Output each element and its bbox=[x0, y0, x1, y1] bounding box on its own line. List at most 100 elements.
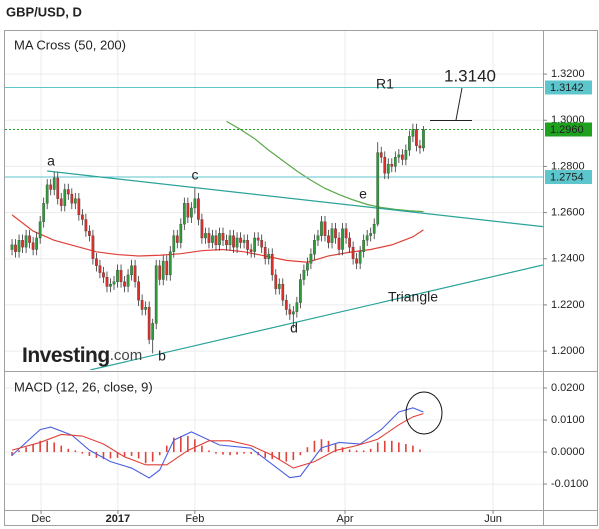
histogram-bar bbox=[208, 450, 210, 453]
candle-body bbox=[330, 228, 334, 243]
highlight-circle bbox=[405, 391, 443, 435]
candle-body bbox=[306, 263, 309, 271]
watermark: Investing.com bbox=[22, 344, 142, 367]
histogram-bar bbox=[229, 452, 231, 456]
histogram-bar bbox=[348, 449, 351, 453]
candle-body bbox=[10, 244, 14, 250]
candle-body bbox=[365, 235, 369, 241]
candle-body bbox=[123, 281, 126, 287]
histogram-bar bbox=[11, 452, 13, 456]
candle-body bbox=[211, 235, 214, 243]
candle-body bbox=[81, 214, 84, 220]
histogram-bar bbox=[194, 439, 196, 453]
candle-body bbox=[151, 323, 155, 340]
candle-body bbox=[274, 274, 278, 289]
histogram-bar bbox=[405, 444, 407, 453]
histogram-bar bbox=[215, 452, 217, 454]
candle-body bbox=[239, 237, 242, 243]
candle-body bbox=[88, 230, 91, 236]
histogram-bar bbox=[102, 452, 105, 460]
candle-body bbox=[228, 235, 232, 246]
histogram-bar bbox=[369, 448, 372, 453]
callout-label: 1.3140 bbox=[444, 66, 496, 85]
histogram-bar bbox=[278, 452, 281, 461]
candle-body bbox=[291, 311, 295, 315]
histogram-bar bbox=[165, 445, 168, 453]
candle-body bbox=[24, 235, 28, 248]
y-tick-label: 1.3200 bbox=[551, 68, 585, 80]
candle-body bbox=[28, 235, 31, 243]
histogram-bar bbox=[236, 452, 238, 455]
price-panel bbox=[5, 86, 543, 370]
histogram-bar bbox=[243, 452, 245, 454]
candle-body bbox=[56, 177, 60, 199]
histogram-bar bbox=[362, 450, 365, 453]
candle-body bbox=[31, 242, 35, 250]
candle-body bbox=[200, 219, 204, 239]
candle-body bbox=[98, 265, 102, 273]
price-tag-label: 1.2960 bbox=[550, 124, 584, 136]
histogram-bar bbox=[39, 440, 41, 453]
candle-body bbox=[66, 189, 70, 195]
candle-body bbox=[35, 237, 38, 250]
chart-title: GBP/USD, D bbox=[6, 4, 82, 19]
histogram-bar bbox=[355, 450, 358, 453]
candle-body bbox=[422, 129, 425, 149]
histogram-bar bbox=[81, 452, 84, 454]
frame bbox=[4, 30, 598, 526]
x-tick-label: Jun bbox=[484, 513, 502, 525]
candle-body bbox=[116, 270, 119, 282]
y-tick-label: -0.0100 bbox=[551, 478, 588, 490]
candle-body bbox=[21, 240, 24, 248]
candle-body bbox=[102, 272, 105, 278]
x-tick-label: Apr bbox=[336, 513, 353, 525]
y-tick-label: 0.0200 bbox=[551, 382, 585, 394]
histogram-bar bbox=[74, 450, 77, 453]
candle-body bbox=[109, 283, 112, 287]
candle-body bbox=[59, 198, 63, 206]
candle-body bbox=[415, 129, 418, 146]
candle-body bbox=[204, 233, 207, 239]
pattern-label: Triangle bbox=[388, 289, 438, 305]
candle-body bbox=[284, 300, 288, 310]
candle-body bbox=[137, 281, 140, 301]
candle-body bbox=[386, 163, 390, 174]
candle-body bbox=[42, 203, 46, 222]
price-tag bbox=[545, 170, 592, 185]
candle-body bbox=[288, 309, 292, 315]
candle-body bbox=[263, 247, 267, 259]
candle-body bbox=[175, 235, 179, 243]
candle-body bbox=[158, 265, 162, 280]
trendline bbox=[47, 170, 543, 228]
histogram-bar bbox=[187, 436, 189, 453]
candle-body bbox=[316, 235, 320, 241]
candle-body bbox=[140, 300, 144, 310]
histogram-bar bbox=[95, 452, 98, 458]
candle-body bbox=[351, 247, 355, 259]
grid bbox=[5, 30, 543, 510]
candle-body bbox=[126, 274, 130, 287]
histogram-bar bbox=[299, 452, 302, 456]
candle-body bbox=[172, 235, 176, 252]
wave-label: d bbox=[290, 320, 298, 336]
histogram-bar bbox=[334, 444, 337, 453]
candle-body bbox=[105, 277, 109, 287]
macd-line bbox=[11, 413, 424, 469]
histogram-bar bbox=[390, 440, 393, 453]
candle-body bbox=[246, 240, 249, 250]
candle-body bbox=[369, 233, 373, 236]
x-tick-label: 2017 bbox=[106, 513, 130, 525]
candle-body bbox=[193, 198, 197, 209]
candle-body bbox=[17, 240, 21, 252]
candle-body bbox=[390, 163, 394, 167]
candle-body bbox=[77, 198, 81, 216]
candle-body bbox=[63, 189, 67, 206]
candle-body bbox=[277, 283, 281, 289]
candle-body bbox=[130, 265, 133, 276]
candle-body bbox=[133, 265, 137, 282]
candle-body bbox=[323, 221, 327, 236]
histogram-bar bbox=[151, 452, 154, 462]
trendline bbox=[89, 264, 543, 370]
candle-body bbox=[337, 237, 341, 250]
